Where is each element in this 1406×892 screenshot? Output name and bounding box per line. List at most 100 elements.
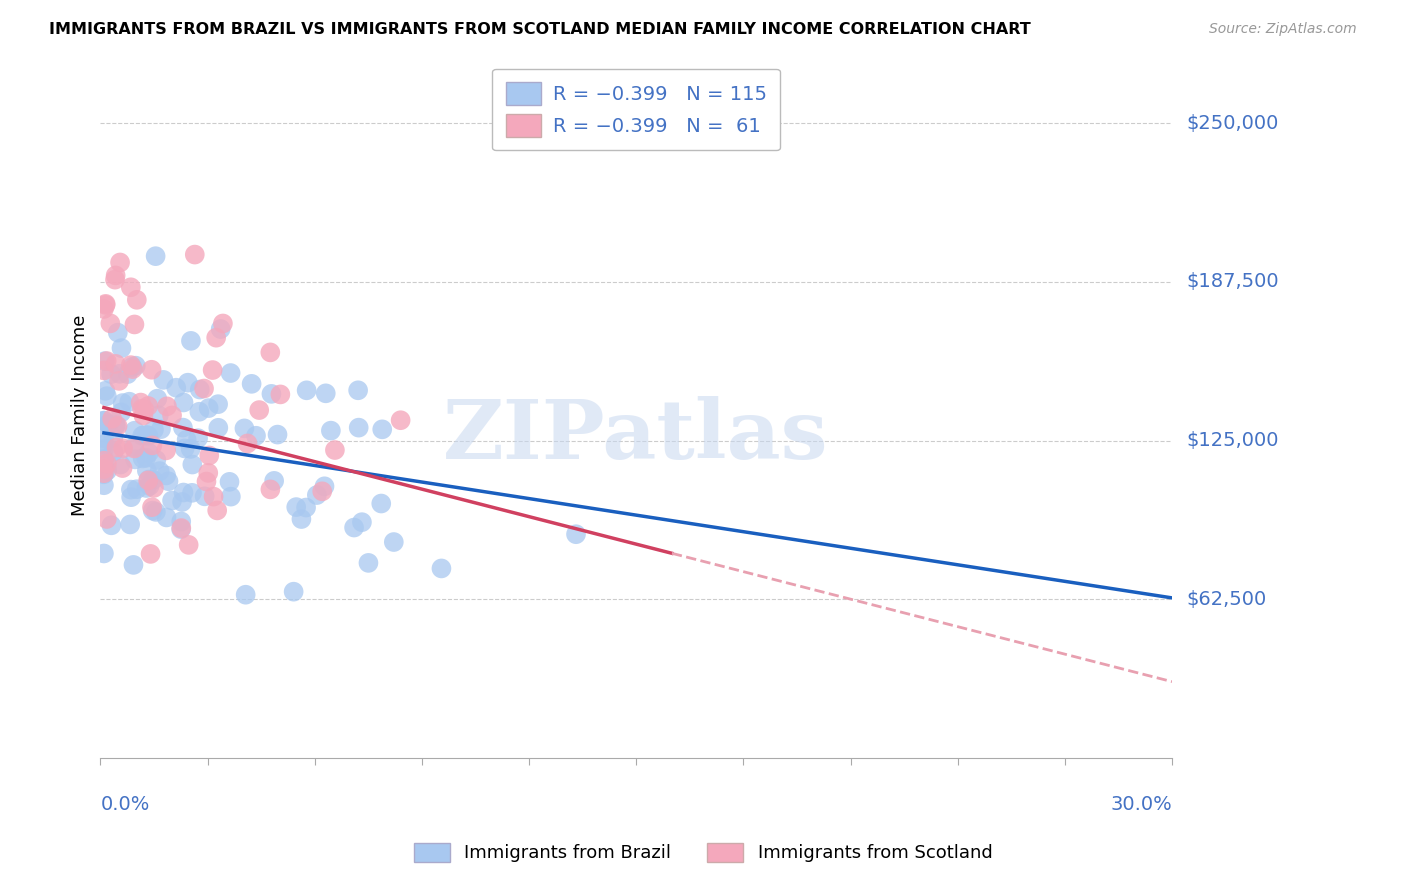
Point bbox=[132, 428, 155, 442]
Point bbox=[259, 345, 281, 359]
Point bbox=[107, 326, 129, 340]
Point bbox=[202, 490, 225, 504]
Point bbox=[247, 403, 270, 417]
Point bbox=[219, 490, 242, 504]
Point bbox=[93, 462, 115, 476]
Y-axis label: Median Family Income: Median Family Income bbox=[72, 315, 89, 516]
Point bbox=[180, 442, 202, 456]
Point bbox=[295, 384, 318, 398]
Point bbox=[142, 503, 165, 517]
Point bbox=[197, 401, 219, 416]
Point bbox=[170, 521, 193, 535]
Point bbox=[136, 399, 159, 413]
Point bbox=[135, 464, 157, 478]
Text: $187,500: $187,500 bbox=[1185, 272, 1278, 292]
Point bbox=[148, 409, 170, 423]
Point bbox=[93, 414, 115, 428]
Point bbox=[240, 376, 263, 391]
Point bbox=[194, 489, 217, 503]
Point bbox=[104, 418, 127, 433]
Point bbox=[93, 442, 115, 456]
Point bbox=[141, 363, 163, 377]
Point bbox=[138, 446, 160, 460]
Point bbox=[180, 334, 202, 348]
Point bbox=[124, 442, 146, 456]
Point bbox=[138, 473, 160, 487]
Point bbox=[172, 420, 194, 434]
Point bbox=[184, 247, 207, 261]
Point bbox=[350, 515, 373, 529]
Point bbox=[155, 468, 177, 483]
Point bbox=[96, 389, 118, 403]
Point bbox=[100, 367, 122, 381]
Point bbox=[103, 445, 125, 459]
Point bbox=[205, 331, 228, 345]
Point bbox=[93, 467, 115, 482]
Point bbox=[295, 500, 318, 515]
Point bbox=[120, 483, 142, 497]
Point bbox=[136, 474, 159, 488]
Point bbox=[143, 481, 166, 495]
Point bbox=[100, 518, 122, 533]
Point bbox=[205, 503, 228, 517]
Point bbox=[104, 357, 127, 371]
Point bbox=[93, 453, 115, 467]
Point bbox=[177, 376, 200, 390]
Point bbox=[108, 255, 131, 269]
Point bbox=[152, 373, 174, 387]
Text: 0.0%: 0.0% bbox=[100, 796, 149, 814]
Text: 30.0%: 30.0% bbox=[1111, 796, 1173, 814]
Point bbox=[103, 431, 125, 445]
Point bbox=[120, 280, 142, 294]
Point bbox=[108, 374, 131, 388]
Point bbox=[125, 293, 148, 307]
Point bbox=[323, 443, 346, 458]
Legend: Immigrants from Brazil, Immigrants from Scotland: Immigrants from Brazil, Immigrants from … bbox=[406, 836, 1000, 870]
Point bbox=[120, 517, 142, 532]
Point bbox=[124, 452, 146, 467]
Point bbox=[188, 383, 211, 397]
Point bbox=[139, 547, 162, 561]
Point bbox=[145, 453, 167, 467]
Point bbox=[94, 297, 117, 311]
Point bbox=[112, 442, 135, 456]
Point bbox=[96, 512, 118, 526]
Point bbox=[219, 366, 242, 380]
Text: Source: ZipAtlas.com: Source: ZipAtlas.com bbox=[1209, 22, 1357, 37]
Point bbox=[142, 473, 165, 487]
Point bbox=[187, 431, 209, 445]
Point bbox=[193, 382, 215, 396]
Point bbox=[160, 409, 183, 423]
Point bbox=[389, 413, 412, 427]
Point bbox=[111, 461, 134, 475]
Point bbox=[122, 558, 145, 572]
Point bbox=[122, 440, 145, 454]
Point bbox=[315, 386, 337, 401]
Point bbox=[165, 381, 187, 395]
Point bbox=[94, 384, 117, 398]
Point bbox=[343, 520, 366, 534]
Point bbox=[138, 428, 160, 442]
Point bbox=[120, 358, 142, 372]
Point bbox=[201, 363, 224, 377]
Point bbox=[269, 387, 291, 401]
Point bbox=[135, 481, 157, 495]
Point bbox=[266, 427, 288, 442]
Point bbox=[105, 441, 128, 455]
Point bbox=[138, 479, 160, 493]
Point bbox=[305, 488, 328, 502]
Point bbox=[93, 546, 115, 560]
Point bbox=[170, 522, 193, 536]
Point bbox=[236, 436, 259, 450]
Point bbox=[314, 479, 336, 493]
Point bbox=[283, 584, 305, 599]
Point bbox=[263, 474, 285, 488]
Point bbox=[145, 249, 167, 263]
Point bbox=[149, 464, 172, 478]
Point bbox=[93, 451, 115, 466]
Text: IMMIGRANTS FROM BRAZIL VS IMMIGRANTS FROM SCOTLAND MEDIAN FAMILY INCOME CORRELAT: IMMIGRANTS FROM BRAZIL VS IMMIGRANTS FRO… bbox=[49, 22, 1031, 37]
Point bbox=[97, 417, 120, 431]
Point bbox=[93, 431, 115, 445]
Point bbox=[235, 588, 257, 602]
Point bbox=[104, 268, 127, 283]
